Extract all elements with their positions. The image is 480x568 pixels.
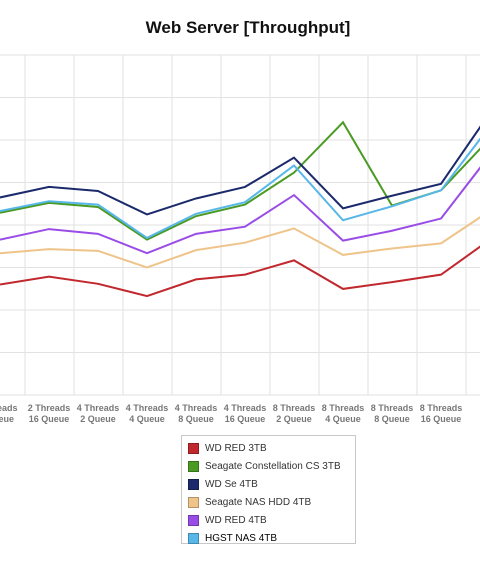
x-tick-label: 8 Threads (322, 403, 365, 413)
x-tick-label: 2 Queue (276, 414, 312, 424)
x-tick-label: 16 Queue (225, 414, 266, 424)
chart-title: Web Server [Throughput] (145, 18, 351, 37)
legend-item[interactable]: WD RED 3TB (188, 439, 355, 457)
x-tick-label: 8 Queue (178, 414, 214, 424)
x-tick-label: 8 Threads (273, 403, 316, 413)
x-tick-label: 4 Threads (77, 403, 120, 413)
x-tick-label: Queue (0, 414, 14, 424)
series-line-3 (0, 125, 480, 216)
x-tick-label: 8 Threads (420, 403, 463, 413)
legend-item[interactable]: HGST NAS 4TB (188, 529, 355, 547)
legend-label: Seagate NAS HDD 4TB (205, 496, 312, 508)
series-line-1 (0, 245, 480, 298)
x-tick-label: 2 Queue (80, 414, 116, 424)
x-tick-label: 8 Threads (371, 403, 414, 413)
x-tick-label: 16 Queue (421, 414, 462, 424)
x-tick-label: 4 Threads (224, 403, 267, 413)
legend-swatch (188, 442, 199, 454)
x-tick-label: 2 Threads (28, 403, 71, 413)
legend-swatch (188, 496, 199, 508)
x-tick-label: 4 Threads (126, 403, 169, 413)
x-tick-label: 8 Queue (374, 414, 410, 424)
legend-swatch (188, 532, 199, 544)
legend-label: HGST NAS 4TB (205, 532, 278, 544)
legend-swatch (188, 478, 199, 490)
chart-legend: WD RED 3TB Seagate Constellation CS 3TB WD… (181, 435, 356, 544)
series-line-6 (0, 137, 480, 240)
legend-label: WD Se 4TB (205, 478, 258, 490)
legend-item[interactable]: WD RED 4TB (188, 511, 355, 529)
series-line-4 (0, 216, 480, 269)
x-tick-label: 4 Queue (325, 414, 361, 424)
legend-label: Seagate Constellation CS 3TB (205, 460, 341, 472)
x-tick-label: Threads (0, 403, 18, 413)
legend-item[interactable]: Seagate NAS HDD 4TB (188, 493, 355, 511)
legend-label: WD RED 3TB (205, 442, 267, 454)
legend-swatch (188, 514, 199, 526)
x-tick-label: 4 Threads (175, 403, 218, 413)
legend-label: WD RED 4TB (205, 514, 267, 526)
x-tick-label: 16 Queue (29, 414, 70, 424)
legend-swatch (188, 460, 199, 472)
x-tick-label: 4 Queue (129, 414, 165, 424)
series-line-5 (0, 166, 480, 255)
legend-item[interactable]: Seagate Constellation CS 3TB (188, 457, 355, 475)
legend-item[interactable]: WD Se 4TB (188, 475, 355, 493)
